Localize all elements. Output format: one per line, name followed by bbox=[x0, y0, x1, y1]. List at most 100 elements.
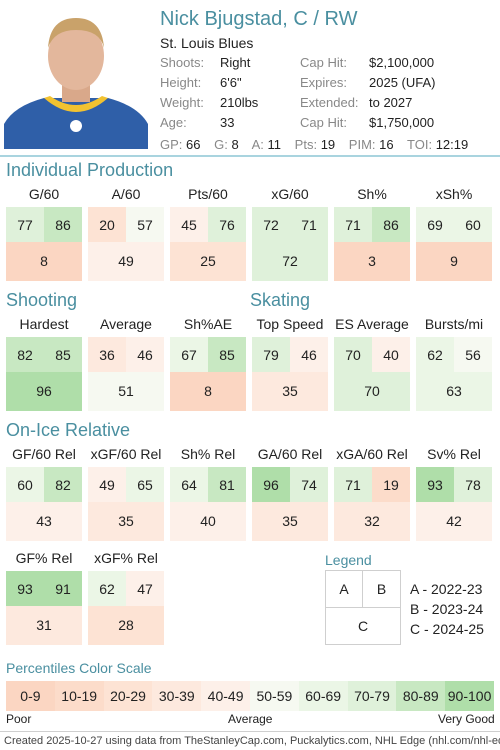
stat-value: 12:19 bbox=[435, 137, 469, 152]
stat-value-2024-25: 8 bbox=[170, 372, 246, 411]
section-on-ice-relative: On-Ice Relative bbox=[6, 420, 131, 440]
stat-value-2024-25: 96 bbox=[6, 372, 82, 411]
stat-card: Average 36 46 51 bbox=[88, 316, 164, 411]
stat-label: G: bbox=[214, 137, 228, 152]
info-value: 2025 (UFA) bbox=[369, 75, 436, 90]
stat-card: xGF/60 Rel 49 65 35 bbox=[88, 446, 164, 541]
stat-value-2022-23: 93 bbox=[6, 571, 44, 607]
info-label: Height: bbox=[160, 75, 202, 90]
stat-value-2024-25: 32 bbox=[334, 502, 410, 541]
player-photo bbox=[4, 6, 148, 149]
stat-value: 66 bbox=[186, 137, 201, 152]
stat-card: xGA/60 Rel 71 19 32 bbox=[334, 446, 410, 541]
color-scale-segment: 40-49 bbox=[201, 681, 250, 711]
legend-box-b: B bbox=[362, 570, 401, 608]
color-scale-segment: 20-29 bbox=[103, 681, 153, 711]
stat-value: 8 bbox=[231, 137, 239, 152]
stat-value-2023-24: 47 bbox=[126, 571, 164, 607]
stat-card-title: xGA/60 Rel bbox=[336, 446, 408, 462]
stat-value-2023-24: 65 bbox=[126, 467, 164, 503]
legend-box-a: A bbox=[325, 570, 363, 608]
stat-value-2024-25: 25 bbox=[170, 242, 246, 281]
stat-card-title: Sh%AE bbox=[183, 316, 233, 332]
stat-value-2024-25: 35 bbox=[252, 502, 328, 541]
stat-card: Sh%AE 67 85 8 bbox=[170, 316, 246, 411]
legend-title: Legend bbox=[325, 552, 372, 568]
stat-card-title: Sh% Rel bbox=[180, 446, 236, 462]
stat-value-2024-25: 40 bbox=[170, 502, 246, 541]
stat-value-2022-23: 49 bbox=[88, 467, 126, 503]
player-info-right: Cap Hit: $2,100,000 Expires: 2025 (UFA) … bbox=[300, 55, 495, 135]
stat-value-2022-23: 93 bbox=[416, 467, 454, 503]
stat-card: ES Average 70 40 70 bbox=[334, 316, 410, 411]
info-value: to 2027 bbox=[369, 95, 413, 110]
stat-value-2023-24: 74 bbox=[290, 467, 328, 503]
stat-value-2023-24: 81 bbox=[208, 467, 246, 503]
stat-card: Hardest 82 85 96 bbox=[6, 316, 82, 411]
stat-value-2023-24: 71 bbox=[290, 207, 328, 243]
info-value: $1,750,000 bbox=[369, 115, 435, 130]
player-team: St. Louis Blues bbox=[160, 35, 254, 51]
stat-value: 11 bbox=[267, 137, 282, 152]
stat-value-2023-24: 85 bbox=[44, 337, 82, 373]
stat-value-2023-24: 46 bbox=[126, 337, 164, 373]
info-label: Expires: bbox=[300, 75, 347, 90]
stat-value-2022-23: 77 bbox=[6, 207, 44, 243]
stat-value-2023-24: 86 bbox=[372, 207, 410, 243]
footer-credits: Created 2025-10-27 using data from TheSt… bbox=[4, 735, 500, 747]
stat-value-2023-24: 46 bbox=[290, 337, 328, 373]
info-value: $2,100,000 bbox=[369, 55, 435, 70]
color-scale-segment: 0-9 bbox=[6, 681, 55, 711]
stat-card: xG/60 72 71 72 bbox=[252, 186, 328, 281]
stat-card-title: Sh% bbox=[357, 186, 387, 202]
stat-value-2023-24: 86 bbox=[44, 207, 82, 243]
stat-value-2022-23: 20 bbox=[88, 207, 126, 243]
stat-value-2024-25: 8 bbox=[6, 242, 82, 281]
header-divider bbox=[0, 155, 500, 157]
stat-card-title: xSh% bbox=[435, 186, 473, 202]
stat-value-2024-25: 63 bbox=[416, 372, 492, 411]
stat-card-title: Top Speed bbox=[256, 316, 324, 332]
stat-value-2023-24: 19 bbox=[372, 467, 410, 503]
stat-value-2024-25: 35 bbox=[88, 502, 164, 541]
stat-value-2023-24: 40 bbox=[372, 337, 410, 373]
stat-card-title: Hardest bbox=[19, 316, 69, 332]
section-skating: Skating bbox=[250, 290, 311, 310]
legend-box-c: C bbox=[325, 607, 401, 645]
season-statline: GP: 66 G: 8 A: 11 Pts: 19 PIM: 16 TOI: 1… bbox=[160, 137, 478, 152]
stat-value-2022-23: 71 bbox=[334, 467, 372, 503]
stat-card: GA/60 Rel 96 74 35 bbox=[252, 446, 328, 541]
legend-item-b: B - 2023-24 bbox=[410, 601, 484, 617]
stat-value-2022-23: 64 bbox=[170, 467, 208, 503]
color-scale-segment: 90-100 bbox=[445, 681, 494, 711]
stat-card: Top Speed 79 46 35 bbox=[252, 316, 328, 411]
stat-card-title: xGF% Rel bbox=[94, 550, 158, 566]
scale-mid-label: Average bbox=[228, 712, 273, 726]
stat-value-2022-23: 67 bbox=[170, 337, 208, 373]
stat-label: TOI: bbox=[407, 137, 433, 152]
scale-high-label: Very Good bbox=[438, 712, 495, 726]
stat-value-2023-24: 57 bbox=[126, 207, 164, 243]
stat-label: PIM: bbox=[348, 137, 376, 152]
color-scale-segment: 50-59 bbox=[249, 681, 299, 711]
stat-value-2023-24: 60 bbox=[454, 207, 492, 243]
color-scale: 0-9 10-19 20-29 30-39 40-49 50-59 60-69 70-79 80… bbox=[6, 681, 494, 711]
stat-card-title: Sv% Rel bbox=[427, 446, 481, 462]
stat-value-2022-23: 70 bbox=[334, 337, 372, 373]
player-name: Nick Bjugstad, C / RW bbox=[160, 8, 358, 30]
stat-label: Pts: bbox=[294, 137, 318, 152]
stat-card: GF/60 Rel 60 82 43 bbox=[6, 446, 82, 541]
color-scale-segment: 30-39 bbox=[152, 681, 202, 711]
info-value: Right bbox=[220, 55, 251, 70]
color-scale-segment: 70-79 bbox=[347, 681, 397, 711]
scale-low-label: Poor bbox=[6, 712, 32, 726]
stat-value: 19 bbox=[320, 137, 336, 152]
stat-card: A/60 20 57 49 bbox=[88, 186, 164, 281]
color-scale-segment: 80-89 bbox=[396, 681, 446, 711]
stat-value-2023-24: 82 bbox=[44, 467, 82, 503]
stat-value: 16 bbox=[379, 137, 394, 152]
stat-value-2022-23: 62 bbox=[416, 337, 454, 373]
stat-card: GF% Rel 93 91 31 bbox=[6, 550, 82, 645]
info-label: Cap Hit: bbox=[300, 115, 347, 130]
stat-label: GP: bbox=[160, 137, 183, 152]
